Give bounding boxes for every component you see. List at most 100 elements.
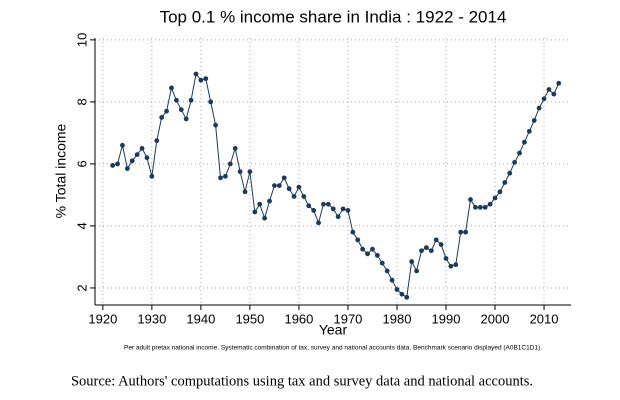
y-tick-label: 10 xyxy=(74,33,89,47)
x-tick-label: 1940 xyxy=(186,311,215,326)
point xyxy=(311,208,317,213)
y-axis-label: % Total income xyxy=(53,123,69,218)
x-axis-label: Year xyxy=(319,322,348,338)
point xyxy=(276,183,282,189)
point xyxy=(443,256,449,261)
point xyxy=(262,215,268,221)
point xyxy=(203,76,209,82)
y-tick-label: 6 xyxy=(74,160,89,167)
footnote: Per adult pretax national income. System… xyxy=(124,345,542,352)
chart-title: Top 0.1 % income share in India : 1922 -… xyxy=(160,7,507,26)
point xyxy=(409,259,415,264)
point xyxy=(306,203,312,209)
point xyxy=(522,139,527,145)
point xyxy=(110,163,116,168)
point xyxy=(487,201,493,207)
point xyxy=(389,277,395,283)
point xyxy=(281,175,287,181)
point xyxy=(384,268,390,274)
point xyxy=(218,175,223,181)
y-tick-label: 4 xyxy=(74,222,89,229)
point xyxy=(512,159,518,165)
point xyxy=(286,186,292,192)
point xyxy=(330,206,336,212)
point xyxy=(272,183,277,189)
point xyxy=(482,204,488,210)
point xyxy=(502,180,508,185)
point xyxy=(551,91,557,97)
point xyxy=(198,77,204,83)
point xyxy=(399,291,405,297)
line xyxy=(112,72,560,299)
point xyxy=(404,294,410,300)
point xyxy=(193,71,199,77)
point xyxy=(316,220,321,226)
point xyxy=(438,242,444,247)
point xyxy=(227,161,233,167)
x-tick-label: 1950 xyxy=(235,311,264,326)
x-tick-label: 1990 xyxy=(432,311,461,326)
point xyxy=(419,248,424,254)
point xyxy=(414,268,419,274)
point xyxy=(340,206,346,212)
point xyxy=(453,262,459,268)
point xyxy=(473,204,478,210)
point xyxy=(159,114,165,120)
point xyxy=(360,246,366,252)
source: Source: Authors' computations using tax … xyxy=(71,373,533,389)
point xyxy=(129,158,135,164)
point xyxy=(178,107,184,113)
y-tick-label: 8 xyxy=(74,98,89,105)
point xyxy=(321,201,326,207)
point xyxy=(173,97,179,103)
point xyxy=(164,108,169,114)
point xyxy=(213,122,218,128)
point xyxy=(546,87,552,92)
point xyxy=(208,99,214,105)
point xyxy=(149,173,155,179)
x-tick-label: 2010 xyxy=(530,311,559,326)
point xyxy=(497,189,503,195)
point xyxy=(232,145,238,151)
point xyxy=(379,260,385,266)
x-tick-label: 1970 xyxy=(333,311,362,326)
point xyxy=(267,198,272,204)
point xyxy=(188,97,194,103)
point xyxy=(492,195,498,201)
point xyxy=(370,246,375,252)
point xyxy=(139,145,145,151)
x-tick-label: 1980 xyxy=(383,311,412,326)
point xyxy=(536,105,542,111)
y-tick-label: 2 xyxy=(74,284,89,291)
x-tick-label: 1920 xyxy=(88,311,117,326)
point xyxy=(222,173,228,179)
point xyxy=(296,184,302,190)
point xyxy=(237,169,243,175)
point xyxy=(394,287,400,292)
point xyxy=(124,166,130,171)
point xyxy=(468,197,473,202)
point xyxy=(423,245,429,251)
point xyxy=(350,229,356,235)
x-tick-label: 2000 xyxy=(481,311,510,326)
point xyxy=(531,118,537,123)
point xyxy=(374,252,380,258)
point xyxy=(247,169,253,175)
point xyxy=(115,161,120,167)
point xyxy=(345,208,351,213)
point xyxy=(428,248,434,254)
point xyxy=(252,209,258,215)
point xyxy=(448,263,454,269)
x-tick-label: 1930 xyxy=(137,311,166,326)
point xyxy=(365,251,370,257)
point xyxy=(154,138,160,144)
point xyxy=(144,155,150,161)
point xyxy=(433,237,439,243)
point xyxy=(458,229,464,235)
point xyxy=(301,194,307,199)
point xyxy=(183,116,189,122)
point xyxy=(242,189,248,195)
x-tick-label: 1960 xyxy=(284,311,313,326)
point xyxy=(335,214,341,220)
